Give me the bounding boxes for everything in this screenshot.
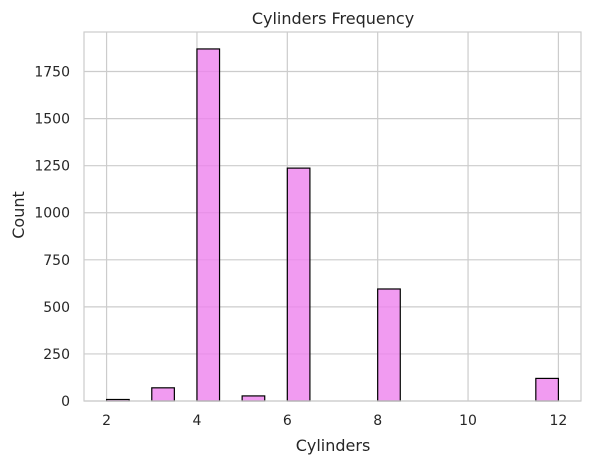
histogram-bar	[286, 167, 311, 402]
x-tick-label: 8	[373, 413, 382, 429]
y-tick-label: 250	[43, 347, 70, 363]
plot-frame	[83, 31, 582, 402]
y-tick-label: 750	[43, 253, 70, 269]
chart-title: Cylinders Frequency	[252, 9, 414, 28]
x-axis-title: Cylinders	[296, 436, 371, 455]
y-tick-label: 500	[43, 300, 70, 316]
grid-layer	[84, 32, 581, 402]
y-tick-label: 1000	[34, 206, 70, 222]
y-tick-label: 1750	[34, 65, 70, 81]
x-tick-label: 10	[459, 413, 477, 429]
histogram-bar	[151, 387, 175, 402]
y-tick-label: 1500	[34, 112, 70, 128]
axes-frame	[83, 31, 582, 402]
histogram-bar	[196, 48, 221, 402]
x-tick-label: 2	[102, 413, 111, 429]
y-tick-label: 0	[61, 394, 70, 410]
histogram-bar	[535, 377, 560, 402]
x-tick-label: 6	[283, 413, 292, 429]
tick-labels: 0 250 500 750 1000 1250 1500 1750 2 4 6 8 10 12	[34, 65, 567, 429]
bars-layer	[105, 48, 560, 402]
histogram-bar	[241, 395, 266, 402]
histogram-bar	[377, 288, 401, 402]
x-tick-label: 12	[549, 413, 567, 429]
y-tick-label: 1250	[34, 159, 70, 175]
y-axis-title: Count	[9, 191, 28, 239]
x-tick-label: 4	[192, 413, 201, 429]
